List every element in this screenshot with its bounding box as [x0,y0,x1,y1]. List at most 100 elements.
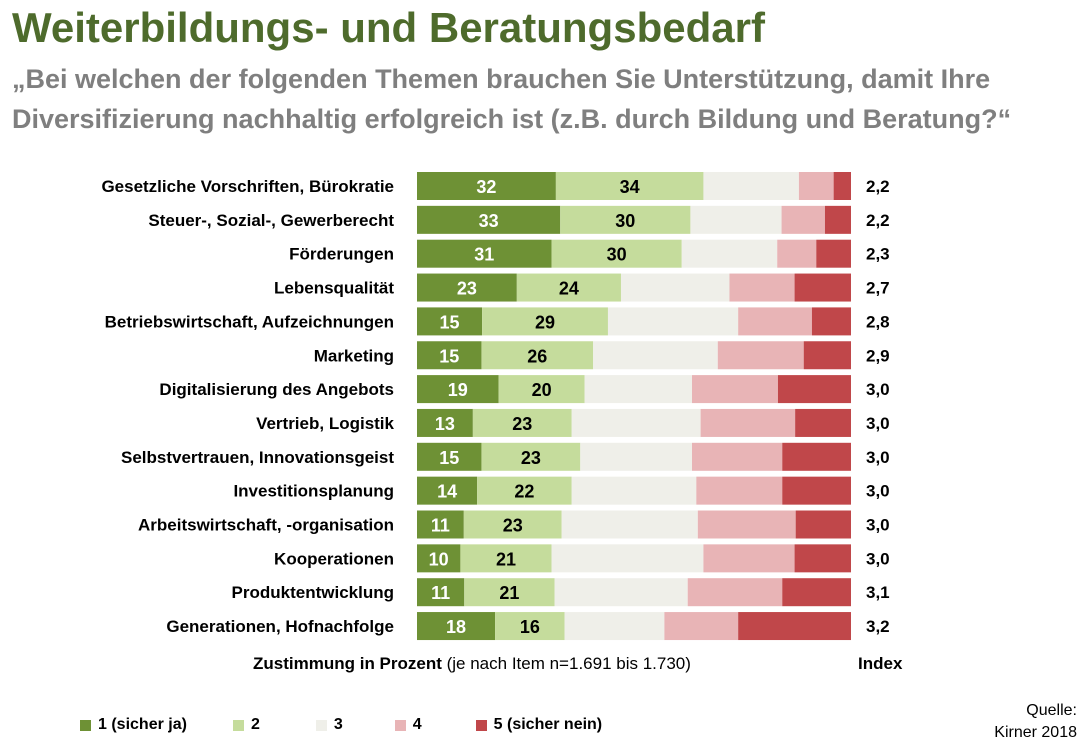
bar-segment [551,544,704,573]
data-label: 30 [615,211,635,231]
bar-segment [664,612,739,641]
data-label: 23 [512,414,532,434]
bar-segment [700,408,796,437]
data-label: 23 [503,516,523,536]
legend-swatch [475,719,487,731]
category-label: Investitionsplanung [233,482,394,501]
category-label: Generationen, Hofnachfolge [166,617,394,636]
category-label: Produktentwicklung [232,583,394,602]
index-value: 3,0 [866,414,890,433]
bar-segment [417,578,465,607]
data-label: 32 [476,177,496,197]
data-label: 31 [474,245,494,265]
bar-segment [777,375,851,404]
data-label: 30 [607,245,627,265]
bar-segment [607,307,739,336]
index-value: 3,2 [866,617,890,636]
bar-segment [495,612,565,641]
chart-title: Weiterbildungs- und Beratungsbedarf [12,4,765,51]
bar-segment [798,172,834,200]
category-label: Digitalisierung des Angebots [159,380,394,399]
bar-segment [703,544,795,573]
category-label: Betriebswirtschaft, Aufzeichnungen [105,312,394,331]
bar-segment [593,341,718,370]
legend-item: 4 [394,716,422,734]
bar-segment [417,273,517,302]
bar-segment [681,239,778,268]
legend-label: 3 [333,716,343,733]
data-label: 15 [439,346,459,366]
bar-segment [482,307,608,336]
index-value: 3,1 [866,583,890,602]
bar-segment [498,375,585,404]
bar-segment [717,341,804,370]
chart-subtitle-line2: Diversifizierung nachhaltig erfolgreich … [12,104,1012,134]
legend-swatch [232,719,244,731]
index-value: 3,0 [866,549,890,568]
data-label: 16 [520,617,540,637]
bar-segment [687,578,783,607]
data-label: 15 [440,312,460,332]
index-value: 3,0 [866,482,890,501]
index-value: 2,7 [866,279,890,298]
data-label: 23 [457,279,477,299]
bar-segment [560,205,691,234]
bar-segment [463,510,562,539]
category-label: Lebensqualität [274,279,394,298]
bar-segment [564,612,665,641]
bar-segment [481,442,581,471]
category-label: Vertrieb, Logistik [256,414,394,433]
source-line2: Kirner 2018 [994,724,1077,741]
index-value: 3,0 [866,380,890,399]
index-value: 3,0 [866,516,890,535]
bar-segment [417,205,561,234]
bar-segment [692,442,783,471]
bar-segment [696,476,783,505]
index-value: 2,2 [866,211,890,230]
bar-segment [782,476,851,505]
data-label: 11 [431,516,450,536]
bar-segment [781,205,825,234]
bar-segment [620,273,730,302]
category-label: Arbeitswirtschaft, -organisation [138,516,394,535]
data-label: 19 [448,380,468,400]
bar-segment [803,341,851,370]
legend-item: 5 (sicher nein) [475,716,602,734]
bar-segment [580,442,693,471]
data-label: 34 [620,177,640,197]
bar-segment [824,205,851,234]
bar-segment [417,408,473,437]
bar-segment [777,239,817,268]
data-label: 13 [435,414,455,434]
bar-segment [571,476,697,505]
bar-segment [417,612,496,641]
category-label: Kooperationen [274,549,394,568]
bar-segment [417,239,552,268]
bar-segment [738,612,851,641]
bar-segment [697,510,796,539]
bar-segment [477,476,572,505]
bar-segment [584,375,693,404]
bar-segment [555,172,704,200]
index-value: 2,9 [866,346,890,365]
bar-segment [690,205,782,234]
data-label: 29 [535,312,555,332]
category-label: Marketing [314,346,394,365]
bar-segment [729,273,795,302]
legend-label: 1 (sicher ja) [98,716,187,733]
legend: 1 (sicher ja) 2 3 4 5 (sicher nein) [80,716,602,734]
bar-segment [816,239,851,268]
x-axis-label: Zustimmung in Prozent (je nach Item n=1.… [253,654,691,674]
index-value: 2,3 [866,245,890,264]
bar-segment [811,307,851,336]
data-label: 24 [559,279,579,299]
bar-segment [795,408,851,437]
legend-swatch [80,719,91,731]
bar-segment [460,544,552,573]
legend-swatch [315,719,327,731]
data-label: 10 [429,549,449,569]
legend-swatch [394,719,406,731]
data-label: 15 [439,448,459,468]
bar-segment [417,544,461,573]
bar-segment [417,341,482,370]
